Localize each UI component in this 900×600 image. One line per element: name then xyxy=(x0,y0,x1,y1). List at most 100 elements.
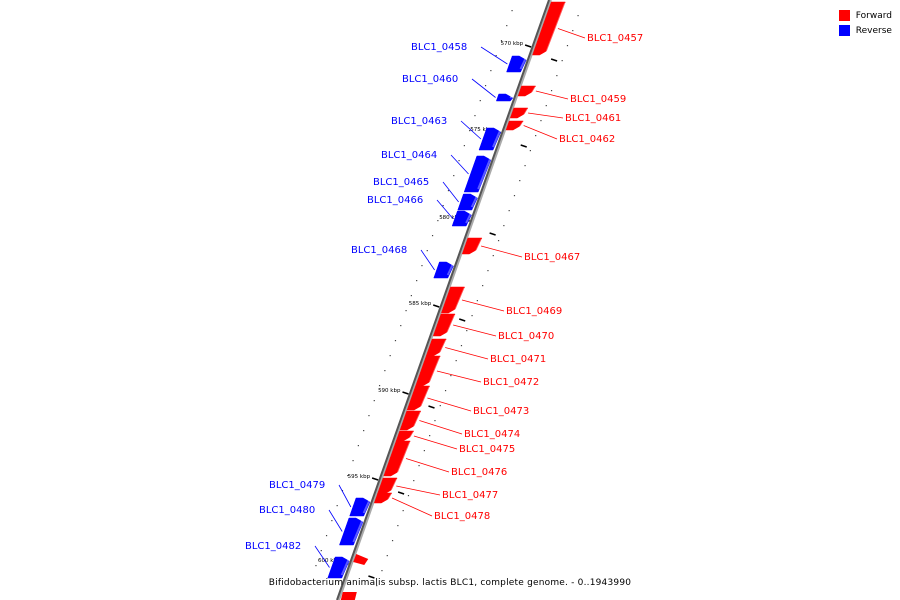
gene-BLC1_0457: BLC1_0457 xyxy=(532,1,643,56)
minor-tick xyxy=(413,480,415,482)
gene-BLC1_0476: BLC1_0476 xyxy=(383,440,507,478)
tick-mark xyxy=(550,58,558,62)
gene-highlight xyxy=(519,121,525,128)
major-tick: 570 kbp xyxy=(501,41,558,62)
gene-BLC1_0474: BLC1_0474 xyxy=(399,410,520,440)
minor-tick xyxy=(447,190,450,192)
gene-block xyxy=(377,477,398,495)
gene-connector xyxy=(460,120,482,140)
gene-block xyxy=(327,556,350,579)
minor-tick xyxy=(429,435,431,437)
minor-tick xyxy=(503,225,505,227)
gene-block xyxy=(495,93,514,102)
gene-BLC1_0465: BLC1_0465 xyxy=(373,177,479,211)
gene-highlight xyxy=(439,339,448,354)
gene-label: BLC1_0476 xyxy=(451,467,507,478)
gene-label: BLC1_0466 xyxy=(367,195,423,206)
tick-mark xyxy=(397,491,405,495)
gene-BLC1_0475: BLC1_0475 xyxy=(395,430,515,455)
minor-tick xyxy=(397,525,399,527)
minor-tick xyxy=(325,535,328,537)
minor-tick xyxy=(442,205,444,207)
gene-block xyxy=(349,497,371,517)
gene-block xyxy=(517,85,537,97)
gene-connector xyxy=(420,249,435,271)
tick-label: 590 kbp xyxy=(378,388,401,394)
gene-connector xyxy=(442,181,459,203)
minor-tick xyxy=(453,175,455,177)
gene-connector xyxy=(436,199,454,219)
minor-tick xyxy=(566,45,569,47)
minor-tick xyxy=(315,565,317,567)
gene-highlight xyxy=(409,431,415,439)
gene-connector xyxy=(413,435,458,450)
minor-tick xyxy=(495,55,497,57)
gene-BLC1_0469: BLC1_0469 xyxy=(441,286,562,317)
minor-tick xyxy=(434,420,436,422)
gene-connector xyxy=(535,90,569,100)
minor-tick xyxy=(458,160,460,162)
gene-highlight xyxy=(465,211,473,224)
minor-tick xyxy=(490,70,492,72)
major-tick: 590 kbp xyxy=(378,388,435,409)
gene-connector xyxy=(453,324,497,337)
gene-BLC1_0477: BLC1_0477 xyxy=(377,477,498,501)
gene-block xyxy=(395,430,415,442)
gene-block xyxy=(399,410,422,431)
gene-label: BLC1_0468 xyxy=(351,245,407,256)
gene-highlight xyxy=(420,386,431,408)
minor-tick xyxy=(479,100,481,102)
minor-tick xyxy=(426,250,428,252)
minor-tick xyxy=(423,450,425,452)
minor-tick xyxy=(535,135,537,137)
gene-BLC1_0461: BLC1_0461 xyxy=(509,107,621,124)
gene-label: BLC1_0459 xyxy=(570,94,626,105)
minor-tick xyxy=(524,165,526,167)
minor-tick xyxy=(508,210,510,212)
gene-connector xyxy=(338,484,352,508)
gene-connector xyxy=(523,125,558,140)
gene-block xyxy=(441,286,465,314)
gene-block xyxy=(406,385,430,411)
legend-reverse-label: Reverse xyxy=(855,25,892,36)
gene-highlight xyxy=(387,493,393,501)
gene-connector xyxy=(427,397,472,412)
gene-label: BLC1_0480 xyxy=(259,505,315,516)
minor-tick xyxy=(484,85,487,87)
gene-label: BLC1_0470 xyxy=(498,331,554,342)
gene-highlight xyxy=(428,356,442,384)
gene-label: BLC1_0479 xyxy=(269,480,325,491)
minor-tick xyxy=(437,220,439,222)
minor-tick xyxy=(439,405,441,407)
gene-connector xyxy=(445,347,489,360)
minor-tick xyxy=(474,115,476,117)
gene-block xyxy=(415,355,441,387)
minor-tick xyxy=(466,330,468,332)
gene-BLC1_0458: BLC1_0458 xyxy=(411,42,528,73)
genome-caption: Bifidobacterium animalis subsp. lactis B… xyxy=(268,578,632,588)
minor-tick xyxy=(556,75,558,77)
gene-BLC1_0468: BLC1_0468 xyxy=(351,245,455,279)
minor-tick xyxy=(450,375,452,377)
gene-connector xyxy=(461,299,505,312)
gene-connector xyxy=(471,78,496,98)
legend-forward-label: Forward xyxy=(855,10,892,21)
tick-mark xyxy=(428,405,435,409)
minor-tick xyxy=(368,415,370,417)
minor-tick xyxy=(378,385,381,387)
minor-tick xyxy=(381,570,383,572)
gene-BLC1_0464: BLC1_0464 xyxy=(381,150,492,193)
minor-tick xyxy=(373,400,375,402)
tick-label: 575 kbp xyxy=(470,127,493,133)
major-tick: 595 kbp xyxy=(348,474,405,495)
gene-connector xyxy=(328,509,343,532)
gene-block-small xyxy=(353,554,369,565)
minor-tick xyxy=(492,255,494,257)
minor-tick xyxy=(418,465,420,467)
minor-tick xyxy=(407,495,410,497)
gene-highlight xyxy=(475,238,483,252)
gene-BLC1_0471: BLC1_0471 xyxy=(425,338,546,365)
gene-BLC1_0470: BLC1_0470 xyxy=(432,313,554,342)
gene-label: BLC1_0473 xyxy=(473,406,529,417)
